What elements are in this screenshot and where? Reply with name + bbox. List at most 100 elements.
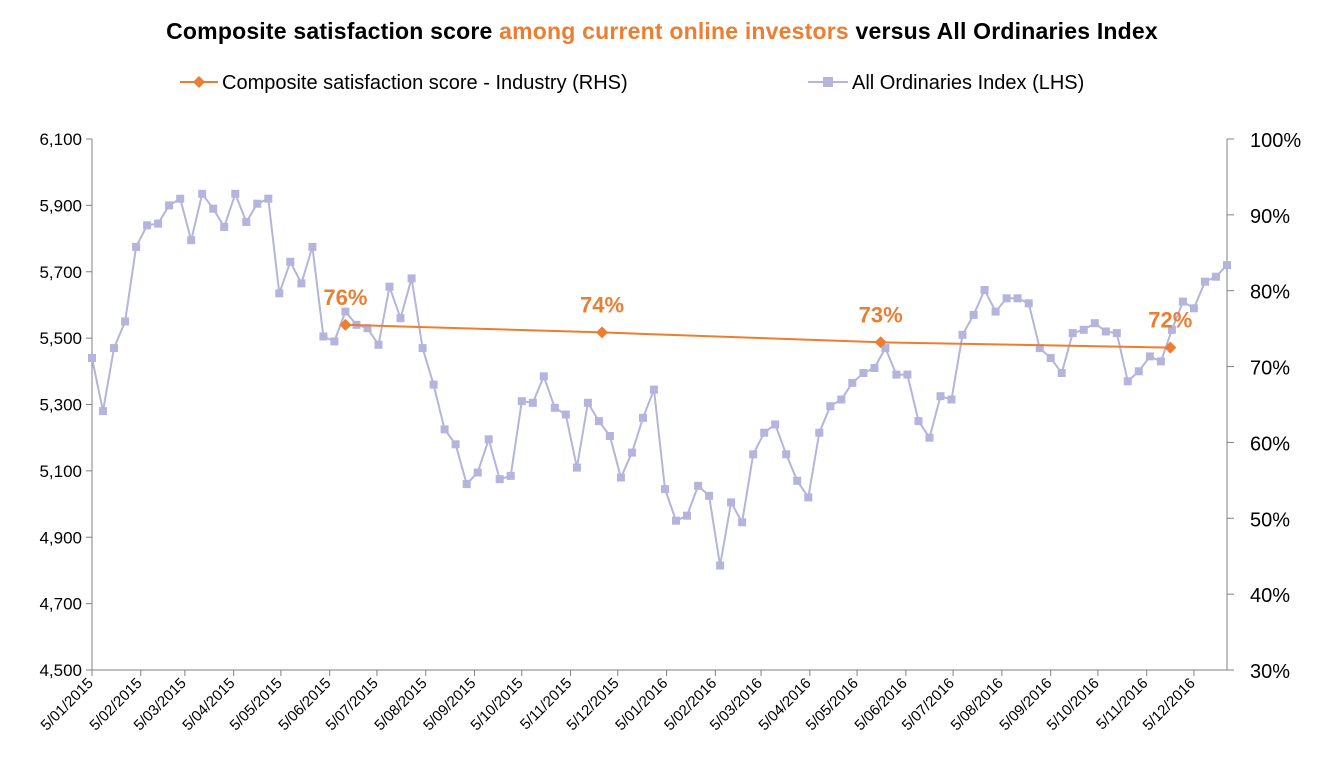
x-tick-label: 5/12/2015 [563, 675, 622, 734]
all-ordinaries-point [473, 468, 482, 477]
chart-title-part3: versus All Ordinaries Index [848, 18, 1158, 44]
all-ordinaries-point [231, 189, 240, 198]
all-ordinaries-point [969, 310, 978, 319]
all-ordinaries-point [727, 498, 736, 507]
all-ordinaries-point [716, 561, 725, 570]
all-ordinaries-point [572, 463, 581, 472]
all-ordinaries-point [804, 493, 813, 502]
chart-legend: Composite satisfaction score - Industry … [180, 72, 1084, 94]
all-ordinaries-point [110, 344, 118, 353]
all-ordinaries-point [506, 471, 515, 480]
all-ordinaries-point [738, 518, 747, 527]
legend-index-label: All Ordinaries Index (LHS) [852, 72, 1084, 94]
all-ordinaries-point [484, 435, 493, 444]
all-ordinaries-point [1013, 294, 1022, 303]
all-ordinaries-point [363, 324, 372, 333]
y-right-tick-label: 60% [1250, 433, 1290, 455]
all-ordinaries-point [1156, 357, 1165, 366]
y-left-tick-label: 5,700 [39, 263, 82, 282]
all-ordinaries-point [396, 314, 405, 323]
all-ordinaries-point [1178, 297, 1187, 306]
all-ordinaries-point [771, 420, 780, 429]
all-ordinaries-point [628, 448, 636, 457]
all-ordinaries-point [1212, 272, 1220, 281]
all-ordinaries-point [594, 417, 603, 426]
all-ordinaries-point [1189, 304, 1198, 313]
all-ordinaries-point [605, 432, 614, 440]
x-tick-label: 5/08/2015 [371, 675, 430, 734]
all-ordinaries-point [815, 428, 824, 437]
y-right-tick-label: 80% [1250, 282, 1290, 304]
chart-title-highlight: among current online investors [499, 18, 849, 44]
all-ordinaries-line [91, 190, 1228, 566]
satisfaction-point [596, 326, 609, 339]
all-ordinaries-point [132, 242, 141, 251]
all-ordinaries-point [1046, 354, 1055, 362]
all-ordinaries-point [1057, 369, 1066, 377]
all-ordinaries-point [209, 204, 218, 213]
all-ordinaries-point [958, 330, 967, 339]
y-left-tick-label: 4,700 [39, 595, 82, 614]
x-tick-label: 5/05/2015 [227, 675, 286, 734]
all-ordinaries-point [892, 370, 901, 379]
x-tick-label: 5/08/2016 [948, 675, 1007, 734]
all-ordinaries-point [1101, 327, 1110, 336]
all-ordinaries-point [275, 289, 284, 298]
all-ordinaries-point [253, 199, 262, 208]
all-ordinaries-point [683, 511, 691, 520]
all-ordinaries-point [1002, 294, 1011, 303]
all-ordinaries-point [429, 380, 438, 389]
all-ordinaries-point [517, 397, 526, 406]
all-ordinaries-point [1090, 319, 1099, 328]
satisfaction-line [345, 323, 1171, 349]
all-ordinaries-point [903, 370, 912, 379]
y-left-tick-label: 6,100 [39, 130, 82, 149]
x-tick-label: 5/01/2016 [612, 675, 671, 734]
all-ordinaries-point [330, 337, 339, 346]
all-ordinaries-point [991, 307, 1000, 316]
all-ordinaries-point [451, 440, 460, 449]
y-left-tick-label: 5,300 [39, 396, 82, 415]
all-ordinaries-series [88, 189, 1231, 570]
all-ordinaries-point [947, 395, 956, 404]
all-ordinaries-point [881, 344, 890, 353]
all-ordinaries-point [793, 476, 802, 485]
all-ordinaries-point [870, 364, 879, 372]
all-ordinaries-point [1079, 325, 1088, 334]
all-ordinaries-point [308, 242, 317, 251]
y-left-tick-label: 4,900 [39, 528, 82, 547]
y-right-tick-label: 50% [1250, 509, 1290, 531]
all-ordinaries-point [639, 413, 647, 422]
all-ordinaries-point [1134, 367, 1143, 376]
all-ordinaries-point [936, 392, 945, 401]
all-ordinaries-point [980, 286, 989, 294]
x-tick-label: 5/01/2015 [38, 675, 97, 734]
y-right-tick-label: 90% [1250, 206, 1290, 228]
all-ordinaries-point [121, 317, 130, 326]
all-ordinaries-point [539, 372, 548, 381]
all-ordinaries-point [385, 282, 394, 291]
all-ordinaries-point [650, 385, 658, 394]
all-ordinaries-point [1223, 261, 1231, 270]
legend-satisfaction-diamond-marker [193, 76, 205, 88]
all-ordinaries-point [914, 417, 923, 426]
y-left-tick-label: 5,900 [39, 196, 82, 215]
all-ordinaries-point [407, 274, 416, 283]
chart-title: Composite satisfaction score among curre… [0, 18, 1324, 45]
all-ordinaries-point [286, 257, 295, 266]
all-ordinaries-point [661, 485, 669, 494]
all-ordinaries-point [1112, 329, 1121, 338]
all-ordinaries-point [440, 425, 449, 434]
all-ordinaries-point [374, 340, 383, 349]
all-ordinaries-point [583, 398, 592, 407]
all-ordinaries-point [154, 219, 163, 228]
x-tick-label: 5/10/2016 [1044, 675, 1103, 734]
y-right-tick-label: 30% [1250, 661, 1290, 683]
all-ordinaries-point [826, 402, 835, 411]
all-ordinaries-point [837, 395, 846, 404]
all-ordinaries-point [705, 491, 714, 500]
y-left-tick-label: 5,500 [39, 329, 82, 348]
satisfaction-series: 76% 74% 73% 72% [323, 285, 1192, 354]
all-ordinaries-point [165, 201, 174, 210]
